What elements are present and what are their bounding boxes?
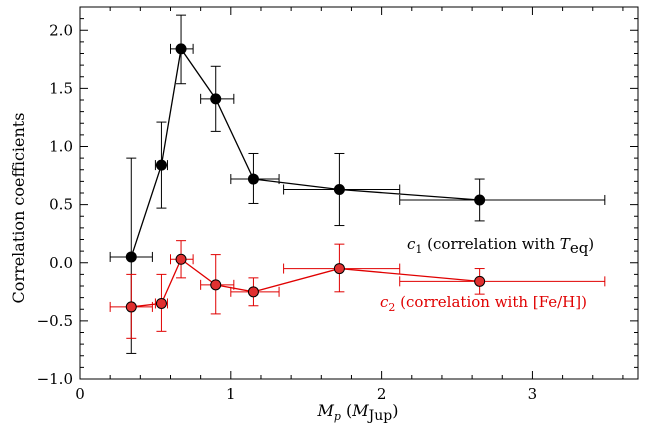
data-point — [210, 279, 222, 291]
series-line — [130, 47, 480, 258]
data-point — [175, 43, 187, 55]
y-tick-label: 0.5 — [49, 196, 73, 214]
x-axis-label-M: M — [317, 401, 335, 420]
x-axis-label: Mp (MJup) — [317, 401, 399, 424]
x-axis-label-open: ( — [341, 401, 352, 420]
data-point — [175, 253, 187, 265]
axis-ticks: 0 1 2 3 −1.0 −0.5 0.0 0.5 1.0 1.5 2.0 — [37, 6, 638, 403]
annotation-c2-sub: 2 — [388, 301, 395, 314]
data-point — [247, 173, 259, 185]
annotation-c2-text: (correlation with [Fe/H]) — [395, 293, 587, 311]
x-axis-label-M2: M — [351, 401, 369, 420]
x-axis-label-p: p — [334, 410, 341, 423]
plot-area — [109, 14, 606, 354]
data-point — [333, 184, 345, 196]
annotation-c2-var: c — [380, 293, 389, 311]
data-point — [155, 159, 167, 171]
x-tick-label: 3 — [528, 385, 538, 403]
data-point — [155, 297, 167, 309]
data-point — [125, 301, 137, 313]
annotation-c1-var: c — [407, 235, 416, 253]
annotation-c1-text: (correlation with — [422, 235, 559, 253]
y-tick-label: 2.0 — [49, 21, 73, 39]
y-tick-label: 1.0 — [49, 138, 73, 156]
annotation-c1-T-sub: eq — [570, 239, 589, 257]
series-2 — [109, 240, 606, 339]
data-point — [474, 275, 486, 287]
data-point — [333, 263, 345, 275]
x-tick-label: 1 — [226, 385, 236, 403]
data-point — [247, 286, 259, 298]
x-tick-label: 2 — [377, 385, 387, 403]
annotation-c2: c2 (correlation with [Fe/H]) — [380, 293, 587, 314]
plot-frame — [79, 6, 639, 380]
y-tick-label: −0.5 — [37, 312, 73, 330]
annotation-c1: c1 (correlation with Teq) — [407, 235, 594, 257]
annotation-c1-T: T — [560, 235, 571, 253]
annotation-c1-sub: 1 — [415, 243, 422, 256]
series-1 — [109, 14, 606, 354]
annotation-c1-close: ) — [588, 235, 594, 253]
data-point — [125, 251, 137, 263]
y-tick-label: −1.0 — [37, 370, 73, 388]
y-axis-label: Correlation coefficients — [9, 113, 28, 304]
y-tick-label: 1.5 — [49, 79, 73, 97]
data-point — [210, 93, 222, 105]
y-tick-label: 0.0 — [49, 254, 73, 272]
x-tick-label: 0 — [75, 385, 85, 403]
x-axis-label-jup: Jup — [367, 408, 393, 424]
x-axis-label-close: ) — [392, 401, 398, 420]
data-point — [474, 194, 486, 206]
